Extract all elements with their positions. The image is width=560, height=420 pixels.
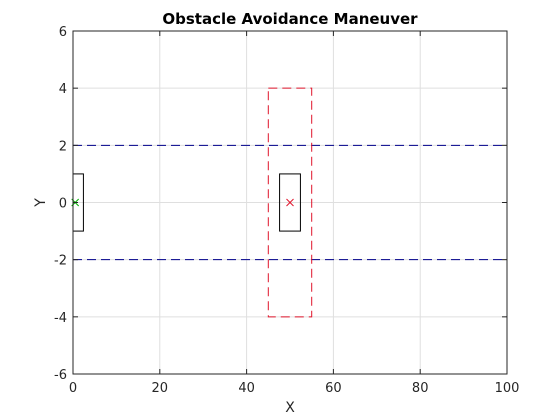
ticks: 0 20 40 60 80 100 -6 -4 -2 0 2 4 6	[54, 25, 519, 396]
marker-stroke	[286, 198, 294, 207]
x-axis-label: X	[285, 400, 295, 416]
y-tick-label: 4	[59, 82, 67, 97]
chart-title: Obstacle Avoidance Maneuver	[162, 10, 418, 28]
vehicle-rect	[279, 173, 301, 232]
y-tick-label: 6	[59, 25, 67, 40]
x-tick-label: 100	[495, 381, 520, 396]
x-tick-label: 40	[238, 381, 255, 396]
y-tick-label: -2	[54, 254, 67, 269]
safety-zone-rect	[267, 87, 313, 318]
x-tick-label: 20	[152, 381, 169, 396]
y-tick-label: -6	[54, 368, 67, 383]
position-marker	[286, 198, 294, 207]
y-tick-label: 2	[59, 139, 67, 154]
plot-data	[71, 87, 507, 318]
y-axis-label: Y	[33, 198, 49, 208]
y-tick-label: 0	[59, 197, 67, 212]
x-tick-label: 80	[412, 381, 429, 396]
y-tick-label: -4	[54, 311, 67, 326]
x-tick-label: 60	[325, 381, 342, 396]
x-tick-label: 0	[69, 381, 77, 396]
